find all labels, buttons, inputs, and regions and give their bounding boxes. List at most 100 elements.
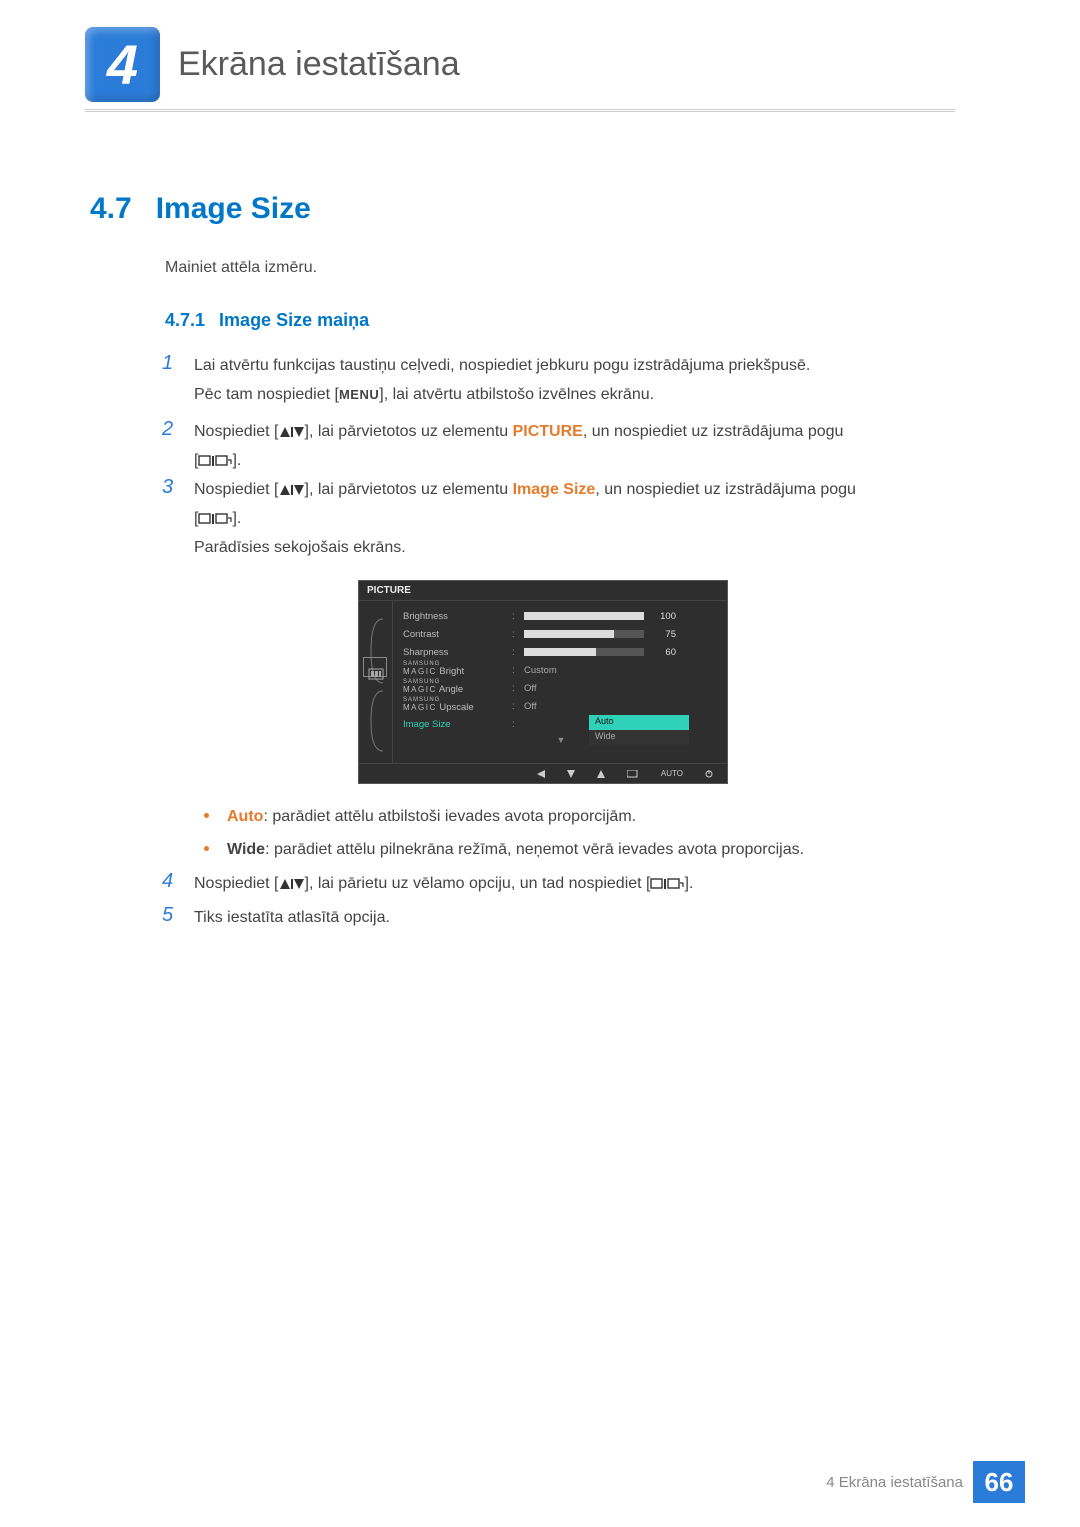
colon: : bbox=[512, 665, 520, 676]
nav-left-icon bbox=[537, 770, 545, 778]
step-text: Lai atvērtu funkcijas taustiņu ceļvedi, … bbox=[194, 352, 810, 410]
dropdown-item: Wide bbox=[589, 730, 689, 745]
subsection-title: Image Size maiņa bbox=[219, 310, 369, 331]
bullet-dot-icon bbox=[204, 846, 209, 851]
step-number: 3 bbox=[162, 476, 180, 562]
colon: : bbox=[512, 647, 520, 658]
bar bbox=[524, 648, 644, 656]
colon: : bbox=[512, 611, 520, 622]
main: MAGIC bbox=[403, 667, 437, 676]
source-enter-icon bbox=[198, 454, 232, 468]
t: ], lai pārvietotos uz elementu bbox=[305, 481, 513, 498]
osd-row-magic-upscale: SAMSUNG MAGIC Upscale : Off bbox=[403, 697, 719, 715]
osd-row-contrast: Contrast : 75 bbox=[403, 625, 719, 643]
keyword-picture: PICTURE bbox=[513, 423, 583, 440]
label: SAMSUNG MAGIC Upscale bbox=[403, 699, 508, 713]
bullet-auto: Auto: parādiet attēlu atbilstoši ievades… bbox=[204, 805, 636, 829]
osd-row-magic-bright: SAMSUNG MAGIC Bright : Custom bbox=[403, 661, 719, 679]
bullet-wide: Wide: parādiet attēlu pilnekrāna režīmā,… bbox=[204, 838, 804, 862]
colon: : bbox=[512, 719, 520, 730]
bullet-keyword: Auto bbox=[227, 808, 263, 825]
osd-left-pane bbox=[359, 601, 393, 763]
osd-screenshot: PICTURE Brightness : 100 Co bbox=[358, 580, 728, 784]
t: , un nospiediet uz izstrādājuma pogu bbox=[583, 423, 844, 440]
osd-main: Brightness : 100 Contrast : 75 Sharpness… bbox=[393, 601, 727, 763]
step-number: 2 bbox=[162, 418, 180, 476]
main: MAGIC bbox=[403, 703, 437, 712]
intro-text: Mainiet attēla izmēru. bbox=[165, 256, 317, 281]
step-3: 3 Nospiediet [ ], lai pārvietotos uz elem… bbox=[162, 476, 856, 562]
nav-auto-label: AUTO bbox=[661, 769, 683, 778]
t: ], lai pārvietotos uz elementu bbox=[305, 423, 513, 440]
osd-picture-icon bbox=[363, 657, 387, 677]
nav-power-icon bbox=[705, 770, 713, 778]
bullet-rest: : parādiet attēlu atbilstoši ievades avo… bbox=[263, 808, 636, 825]
step-4: 4 Nospiediet [ ], lai pārietu uz vēlamo o… bbox=[162, 870, 693, 899]
subsection-number: 4.7.1 bbox=[165, 310, 205, 331]
bullet-text: Auto: parādiet attēlu atbilstoši ievades… bbox=[227, 805, 636, 829]
chapter-number: 4 bbox=[85, 27, 160, 102]
step-number: 4 bbox=[162, 870, 180, 899]
step-1: 1 Lai atvērtu funkcijas taustiņu ceļvedi… bbox=[162, 352, 810, 410]
step-5: 5 Tiks iestatīta atlasītā opcija. bbox=[162, 904, 390, 933]
osd-row-sharpness: Sharpness : 60 bbox=[403, 643, 719, 661]
subsection-heading: 4.7.1 Image Size maiņa bbox=[165, 310, 369, 331]
bullet-dot-icon bbox=[204, 813, 209, 818]
label: Image Size bbox=[403, 719, 508, 730]
section-number: 4.7 bbox=[90, 192, 132, 226]
t: ]. bbox=[684, 875, 693, 892]
nav-up-icon bbox=[597, 770, 605, 778]
colon: : bbox=[512, 629, 520, 640]
value: Off bbox=[524, 701, 537, 712]
step-text: Nospiediet [ ], lai pārietu uz vēlamo opc… bbox=[194, 870, 693, 899]
suffix: Bright bbox=[437, 666, 464, 677]
value: Custom bbox=[524, 665, 557, 676]
step-number: 1 bbox=[162, 352, 180, 410]
bullet-text: Wide: parādiet attēlu pilnekrāna režīmā,… bbox=[227, 838, 804, 862]
osd-dropdown: Auto Wide bbox=[589, 715, 689, 745]
source-enter-icon bbox=[650, 877, 684, 891]
up-down-icon bbox=[279, 425, 305, 439]
osd-title: PICTURE bbox=[359, 581, 727, 601]
value: 60 bbox=[648, 647, 676, 658]
value: 100 bbox=[648, 611, 676, 622]
keyword-image-size: Image Size bbox=[513, 481, 596, 498]
t: Nospiediet [ bbox=[194, 481, 279, 498]
step-text: Nospiediet [ ], lai pārvietotos uz elemen… bbox=[194, 476, 856, 562]
page: 4 Ekrāna iestatīšana 4.7 Image Size Main… bbox=[0, 0, 1080, 1527]
section-heading: 4.7 Image Size bbox=[90, 192, 311, 226]
step-text: Nospiediet [ ], lai pārvietotos uz elemen… bbox=[194, 418, 843, 476]
step1-line1: Lai atvērtu funkcijas taustiņu ceļvedi, … bbox=[194, 357, 810, 374]
suffix: Angle bbox=[437, 684, 463, 695]
label: Brightness bbox=[403, 611, 508, 622]
section-title: Image Size bbox=[156, 192, 311, 226]
footer-text: 4 Ekrāna iestatīšana bbox=[826, 1474, 963, 1491]
colon: : bbox=[512, 701, 520, 712]
label: SAMSUNG MAGIC Bright bbox=[403, 663, 508, 677]
osd-row-brightness: Brightness : 100 bbox=[403, 607, 719, 625]
bar bbox=[524, 630, 644, 638]
bullet-rest: : parādiet attēlu pilnekrāna režīmā, neņ… bbox=[265, 841, 804, 858]
step-2: 2 Nospiediet [ ], lai pārvietotos uz elem… bbox=[162, 418, 843, 476]
t: ]. bbox=[232, 510, 241, 527]
colon: : bbox=[512, 683, 520, 694]
value: Off bbox=[524, 683, 537, 694]
up-down-icon bbox=[279, 877, 305, 891]
label: Contrast bbox=[403, 629, 508, 640]
value: 75 bbox=[648, 629, 676, 640]
osd-row-magic-angle: SAMSUNG MAGIC Angle : Off bbox=[403, 679, 719, 697]
menu-label: MENU bbox=[339, 387, 379, 402]
label: SAMSUNG MAGIC Angle bbox=[403, 681, 508, 695]
up-down-icon bbox=[279, 483, 305, 497]
t: ], lai pārietu uz vēlamo opciju, un tad … bbox=[305, 875, 651, 892]
source-enter-icon bbox=[198, 512, 232, 526]
label: Sharpness bbox=[403, 647, 508, 658]
step1-line2b: ], lai atvērtu atbilstošo izvēlnes ekrān… bbox=[379, 386, 654, 403]
page-number: 66 bbox=[973, 1461, 1025, 1503]
t: Nospiediet [ bbox=[194, 423, 279, 440]
osd-footer: AUTO bbox=[359, 763, 727, 783]
bullet-keyword: Wide bbox=[227, 841, 265, 858]
nav-enter-icon bbox=[627, 770, 639, 778]
osd-bracket-icon bbox=[363, 611, 389, 761]
t: Nospiediet [ bbox=[194, 875, 279, 892]
